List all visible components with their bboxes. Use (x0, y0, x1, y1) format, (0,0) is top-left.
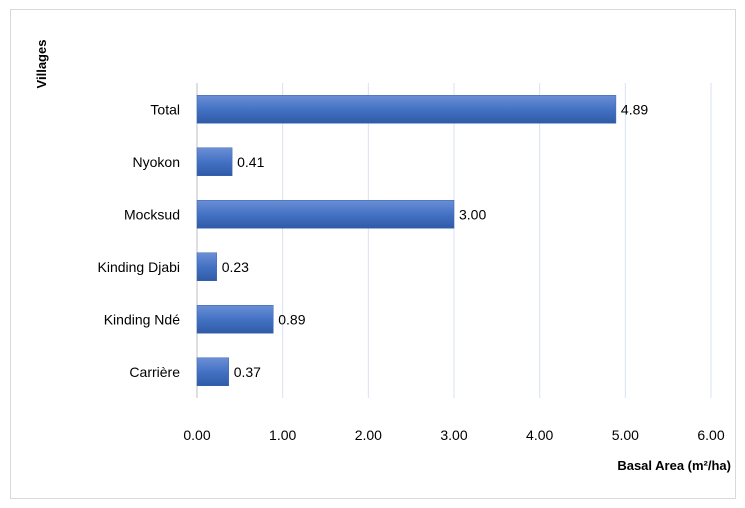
bar (196, 305, 274, 334)
bar (196, 200, 455, 229)
chart-frame (10, 9, 736, 499)
y-axis-title: Villages (34, 40, 49, 89)
y-axis-categories: Total Nyokon Mocksud Kinding Djabi Kinding N… (98, 101, 181, 380)
bar (196, 252, 217, 281)
bar (196, 357, 229, 386)
data-label: 0.37 (234, 364, 261, 380)
x-tick-label: 6.00 (697, 427, 724, 443)
x-tick-label: 1.00 (269, 427, 296, 443)
category-label: Total (150, 101, 180, 117)
data-label: 0.41 (237, 154, 264, 170)
data-label: 4.89 (621, 101, 648, 117)
data-label: 3.00 (459, 206, 486, 222)
category-label: Carrière (129, 364, 180, 380)
grid-lines (196, 83, 712, 398)
data-label: 0.89 (278, 311, 305, 327)
category-label: Nyokon (133, 154, 180, 170)
data-labels: 4.89 0.41 3.00 0.23 0.89 0.37 (222, 101, 649, 380)
x-axis-ticks: 0.00 1.00 2.00 3.00 4.00 5.00 6.00 (183, 427, 724, 443)
category-label: Kinding Ndé (104, 311, 180, 327)
category-label: Mocksud (124, 206, 180, 222)
x-axis-title: Basal Area (m²/ha) (617, 458, 731, 473)
x-tick-label: 5.00 (612, 427, 639, 443)
data-label: 0.23 (222, 259, 249, 275)
bar (196, 147, 233, 176)
bars (196, 95, 617, 386)
x-tick-label: 2.00 (355, 427, 382, 443)
category-label: Kinding Djabi (98, 259, 181, 275)
x-tick-label: 0.00 (183, 427, 210, 443)
x-tick-label: 3.00 (440, 427, 467, 443)
x-tick-label: 4.00 (526, 427, 553, 443)
bar (196, 95, 617, 124)
